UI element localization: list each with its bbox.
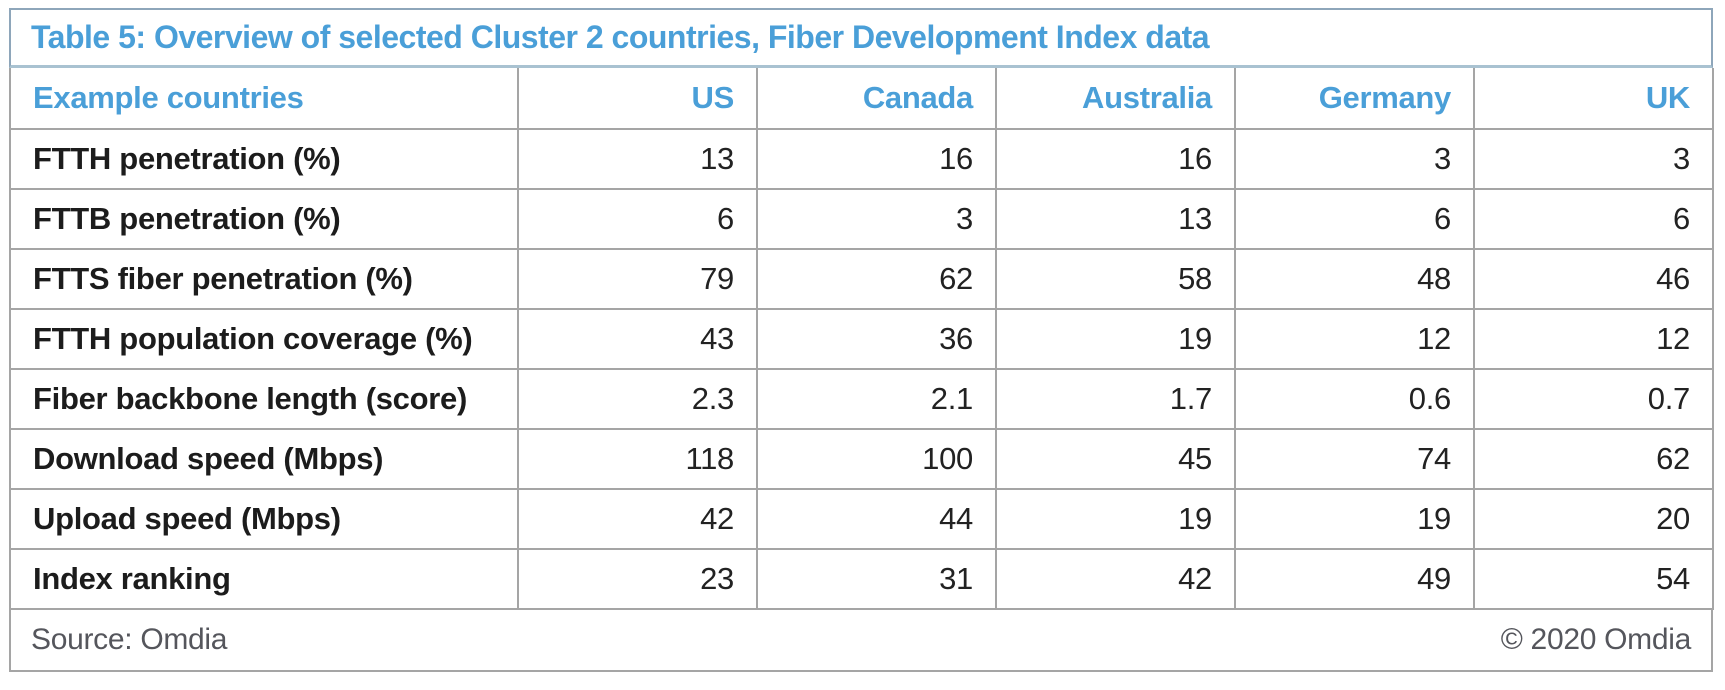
cell-value: 13 xyxy=(995,188,1236,250)
cell-value: 58 xyxy=(995,248,1236,310)
table-row-index-ranking: Index ranking 23 31 42 49 54 xyxy=(9,548,1714,610)
table-row-ftts-fiber-penetration: FTTS fiber penetration (%) 79 62 58 48 4… xyxy=(9,248,1714,310)
row-label: Upload speed (Mbps) xyxy=(9,488,519,550)
column-header-us: US xyxy=(517,68,758,130)
cell-value: 62 xyxy=(1473,428,1714,490)
cell-value: 19 xyxy=(995,308,1236,370)
cell-value: 12 xyxy=(1234,308,1475,370)
cell-value: 0.7 xyxy=(1473,368,1714,430)
cell-value: 44 xyxy=(756,488,997,550)
table-5-container: Table 5: Overview of selected Cluster 2 … xyxy=(9,8,1714,672)
cell-value: 36 xyxy=(756,308,997,370)
row-label: FTTH penetration (%) xyxy=(9,128,519,190)
cell-value: 118 xyxy=(517,428,758,490)
cell-value: 12 xyxy=(1473,308,1714,370)
table-row-fttb-penetration: FTTB penetration (%) 6 3 13 6 6 xyxy=(9,188,1714,250)
fiber-index-table: Example countries US Canada Australia Ge… xyxy=(9,68,1714,610)
column-header-canada: Canada xyxy=(756,68,997,130)
cell-value: 3 xyxy=(1473,128,1714,190)
column-header-uk: UK xyxy=(1473,68,1714,130)
table-title: Table 5: Overview of selected Cluster 2 … xyxy=(9,8,1713,68)
table-row-download-speed: Download speed (Mbps) 118 100 45 74 62 xyxy=(9,428,1714,490)
cell-value: 2.3 xyxy=(517,368,758,430)
cell-value: 45 xyxy=(995,428,1236,490)
cell-value: 1.7 xyxy=(995,368,1236,430)
table-row-fiber-backbone-length: Fiber backbone length (score) 2.3 2.1 1.… xyxy=(9,368,1714,430)
cell-value: 13 xyxy=(517,128,758,190)
cell-value: 100 xyxy=(756,428,997,490)
cell-value: 74 xyxy=(1234,428,1475,490)
cell-value: 16 xyxy=(995,128,1236,190)
row-label: FTTH population coverage (%) xyxy=(9,308,519,370)
cell-value: 6 xyxy=(1473,188,1714,250)
cell-value: 6 xyxy=(1234,188,1475,250)
cell-value: 31 xyxy=(756,548,997,610)
column-header-australia: Australia xyxy=(995,68,1236,130)
cell-value: 42 xyxy=(995,548,1236,610)
cell-value: 43 xyxy=(517,308,758,370)
column-header-example-countries: Example countries xyxy=(9,68,519,130)
cell-value: 23 xyxy=(517,548,758,610)
row-label: Download speed (Mbps) xyxy=(9,428,519,490)
cell-value: 0.6 xyxy=(1234,368,1475,430)
cell-value: 16 xyxy=(756,128,997,190)
cell-value: 42 xyxy=(517,488,758,550)
cell-value: 54 xyxy=(1473,548,1714,610)
row-label: FTTS fiber penetration (%) xyxy=(9,248,519,310)
copyright-note: © 2020 Omdia xyxy=(1500,623,1692,656)
table-row-ftth-population-coverage: FTTH population coverage (%) 43 36 19 12… xyxy=(9,308,1714,370)
table-footer: Source: Omdia © 2020 Omdia xyxy=(9,610,1713,672)
row-label: Fiber backbone length (score) xyxy=(9,368,519,430)
column-header-germany: Germany xyxy=(1234,68,1475,130)
source-note: Source: Omdia xyxy=(31,623,228,656)
cell-value: 62 xyxy=(756,248,997,310)
table-row-ftth-penetration: FTTH penetration (%) 13 16 16 3 3 xyxy=(9,128,1714,190)
row-label: Index ranking xyxy=(9,548,519,610)
header-row: Example countries US Canada Australia Ge… xyxy=(9,68,1714,130)
cell-value: 79 xyxy=(517,248,758,310)
cell-value: 46 xyxy=(1473,248,1714,310)
cell-value: 48 xyxy=(1234,248,1475,310)
cell-value: 2.1 xyxy=(756,368,997,430)
row-label: FTTB penetration (%) xyxy=(9,188,519,250)
cell-value: 19 xyxy=(1234,488,1475,550)
cell-value: 3 xyxy=(1234,128,1475,190)
cell-value: 20 xyxy=(1473,488,1714,550)
cell-value: 6 xyxy=(517,188,758,250)
cell-value: 49 xyxy=(1234,548,1475,610)
cell-value: 3 xyxy=(756,188,997,250)
table-row-upload-speed: Upload speed (Mbps) 42 44 19 19 20 xyxy=(9,488,1714,550)
cell-value: 19 xyxy=(995,488,1236,550)
